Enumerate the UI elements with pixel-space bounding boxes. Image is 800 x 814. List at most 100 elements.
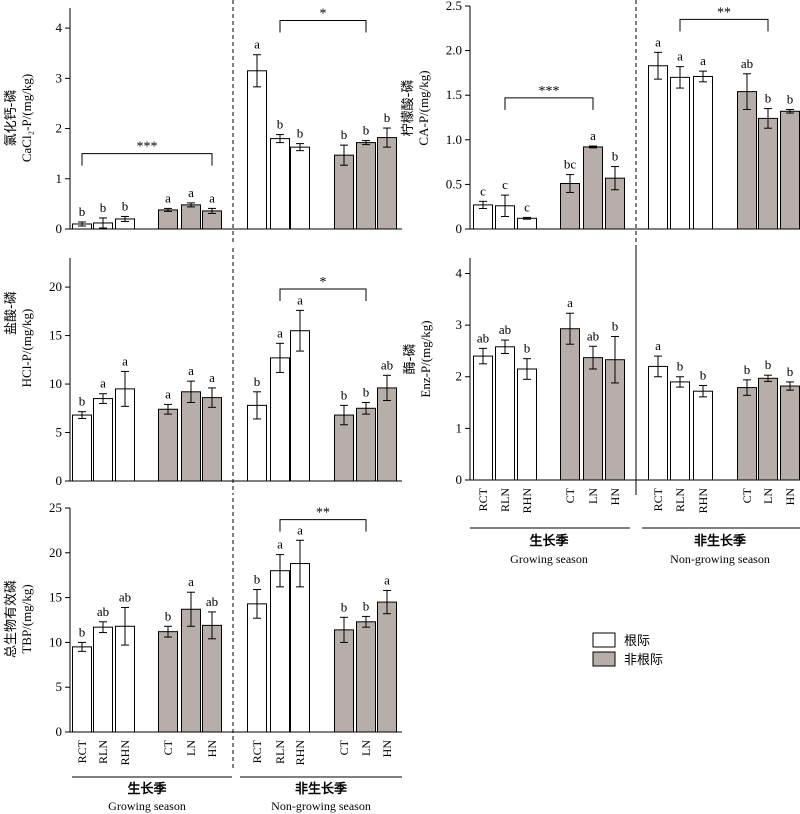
y-tick-label: 5 [56,679,63,694]
bar-LN [181,391,201,482]
bar-HN [202,397,222,482]
significance-letter: a [209,190,215,205]
y-tick-label: 1 [56,171,63,186]
bar-RCT [247,70,267,230]
significance-letter: a [188,363,194,378]
x-labels-left: RCT RLN RHN CT LN HN RCT RLN RHN CT LN HN [75,739,394,765]
significance-letter: b [100,200,107,215]
significance-letter: b [254,572,261,587]
y-tick-label: 20 [49,545,62,560]
y-tick-label: 0 [56,473,63,488]
significance-letter: c [502,177,508,192]
x-tick-label: RCT [250,739,264,763]
bar-HN [202,624,222,733]
x-tick-label: RCT [651,487,665,511]
ylabel-cn-hcl: 盐酸-磷 [4,291,19,335]
y-tick-label: 25 [49,500,62,515]
y-tick-label: 2.5 [446,0,462,13]
bar-LN [583,357,603,481]
significance-letter: b [79,204,86,219]
x-tick-label: LN [184,740,198,756]
x-tick-label: RHN [520,488,534,514]
significance-letter: a [297,292,303,307]
bar-RCT [473,355,493,481]
significance-letter: b [277,117,284,132]
significance-letter: b [612,318,619,333]
significance-letter: ab [381,357,393,372]
ylabel-en-ca: CA-P/(mg/kg) [416,70,431,145]
significance-letter: b [363,598,370,613]
x-tick-label: HN [380,740,394,758]
x-tick-label: RLN [673,488,687,512]
non-growing-season-en-left: Non-growing season [271,799,371,813]
ylabel-en-enz: Enz-P/(mg/kg) [418,320,433,397]
significance-letter: ab [477,330,489,345]
significance-letter: a [590,128,596,143]
growing-season-en-right: Growing season [510,552,588,566]
significance-stars: *** [137,140,158,155]
ylabel-en-cacl2: CaCl₂-P/(mg/kg) [19,74,34,162]
growing-season-cn-left: 生长季 [127,781,166,797]
significance-letter: a [700,53,706,68]
bar-RHN [290,563,310,733]
bar-RLN [270,357,290,482]
significance-bracket [279,519,367,532]
significance-letter: a [209,370,215,385]
y-tick-label: 10 [49,376,62,391]
significance-letter: ab [206,594,218,609]
legend-label-rhizosphere: 根际 [624,634,650,649]
non-growing-season-en-right: Non-growing season [670,552,770,566]
y-tick-label: 3 [56,70,63,85]
significance-stars: * [320,275,327,290]
bar-HN [780,385,800,481]
significance-letter: b [384,110,391,125]
bar-RHN [693,75,713,230]
bar-LN [758,117,778,230]
ylabel-cn-cacl2: 氯化钙-磷 [4,90,19,147]
ylabel-cn-ca: 柠檬酸-磷 [401,80,416,137]
bar-RLN [670,76,690,230]
bar-RHN [290,146,310,230]
x-tick-label: RHN [118,740,132,766]
significance-letter: a [655,34,661,49]
significance-letter: b [297,126,304,141]
bar-LN [583,146,603,230]
bar-HN [377,601,397,733]
y-tick-label: 20 [49,279,62,294]
non-growing-season-cn-left: 非生长季 [295,781,347,797]
x-tick-label: LN [761,488,775,504]
significance-letter: b [787,91,794,106]
significance-letter: a [122,353,128,368]
growing-season-en-left: Growing season [108,799,186,813]
significance-bracket [679,18,769,32]
bar-RLN [495,346,515,481]
growing-season-cn-right: 生长季 [529,533,568,549]
significance-letter: bc [564,157,577,172]
legend-label-non-rhizosphere: 非根际 [624,653,663,668]
significance-letter: ab [741,56,753,71]
bar-CT [737,91,757,230]
x-tick-label: LN [359,740,373,756]
significance-letter: b [677,359,684,374]
bar-HN [780,110,800,230]
bar-RLN [270,138,290,230]
bar-RLN [670,381,690,481]
y-tick-label: 1.0 [446,132,462,147]
significance-letter: a [188,185,194,200]
bar-RCT [247,603,267,733]
significance-letter: a [254,37,260,52]
significance-letter: a [165,386,171,401]
bar-HN [377,387,397,482]
y-tick-label: 4 [56,20,63,35]
x-tick-label: CT [337,739,351,755]
significance-letter: ab [587,328,599,343]
bar-LN [181,204,201,230]
y-tick-label: 0 [56,221,63,236]
bar-LN [356,142,376,230]
significance-letter: a [188,574,194,589]
significance-letter: a [100,376,106,391]
